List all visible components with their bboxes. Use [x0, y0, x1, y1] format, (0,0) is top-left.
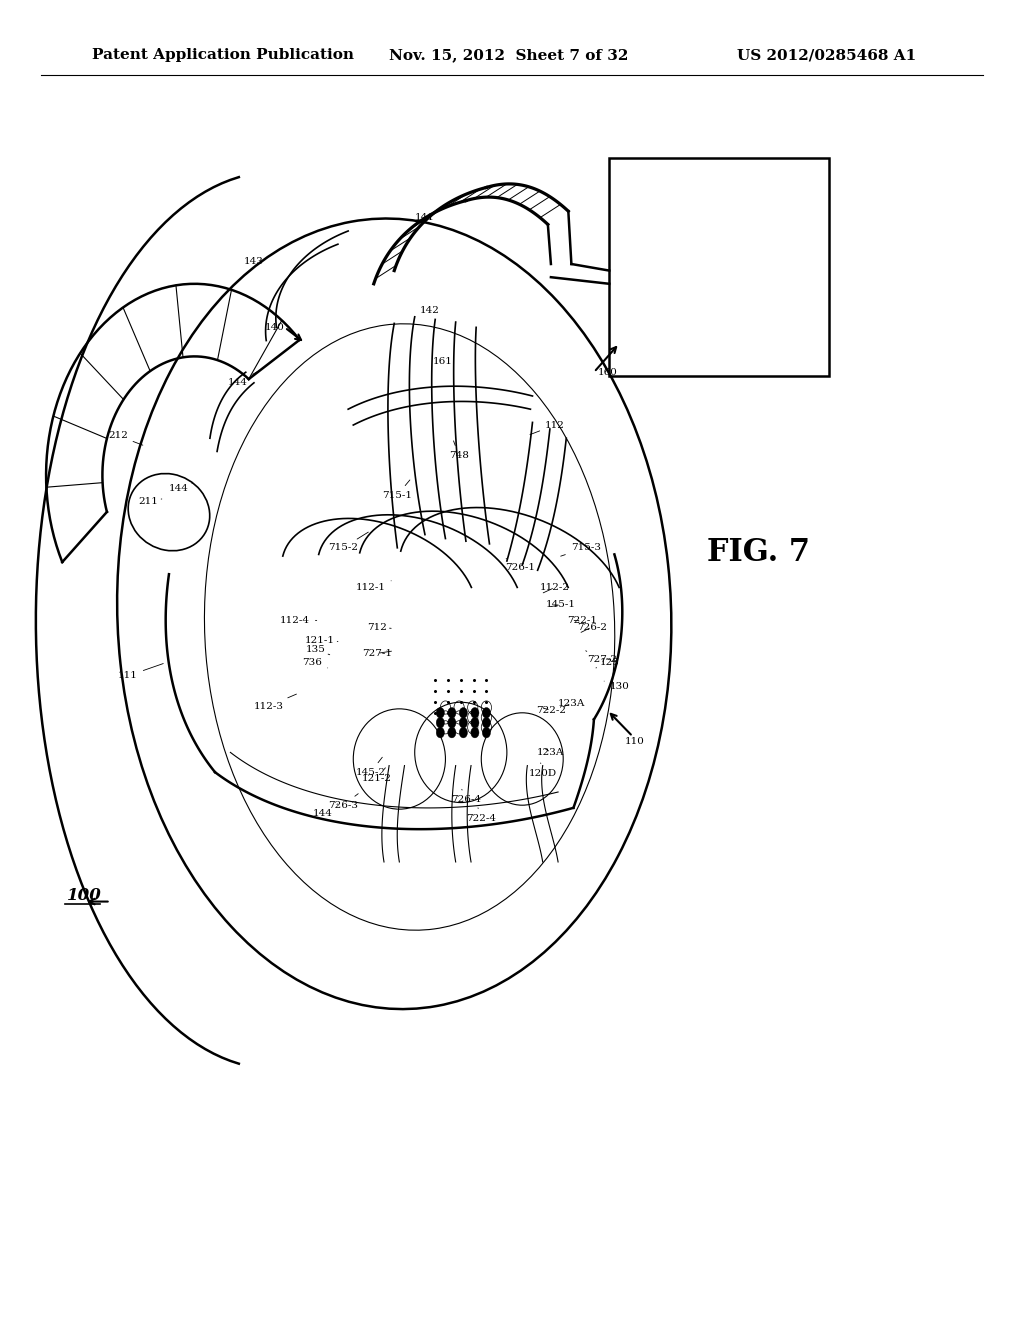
Circle shape [447, 708, 456, 718]
Text: 726-2: 726-2 [577, 623, 607, 632]
Text: 726-3: 726-3 [328, 793, 358, 809]
Text: 142: 142 [420, 306, 440, 314]
Text: 144: 144 [169, 483, 193, 492]
Text: 112: 112 [530, 421, 565, 434]
Text: 712: 712 [367, 623, 391, 631]
Text: 722-1: 722-1 [566, 616, 597, 624]
Text: 211: 211 [138, 498, 162, 506]
Text: 722-2: 722-2 [536, 706, 566, 714]
Text: 130: 130 [604, 681, 630, 690]
Circle shape [436, 727, 444, 738]
Text: 140: 140 [264, 323, 285, 331]
Text: 145-2: 145-2 [355, 758, 386, 776]
Text: Patent Application Publication: Patent Application Publication [92, 49, 354, 62]
Text: 112-1: 112-1 [355, 581, 391, 591]
Circle shape [447, 727, 456, 738]
Circle shape [436, 708, 444, 718]
Circle shape [447, 718, 456, 727]
Text: 111: 111 [118, 664, 163, 680]
Text: 112-3: 112-3 [253, 694, 297, 710]
Circle shape [459, 718, 468, 727]
Circle shape [471, 727, 479, 738]
Text: 143: 143 [244, 257, 264, 265]
Text: 123A: 123A [538, 748, 564, 756]
Circle shape [471, 708, 479, 718]
Text: 748: 748 [449, 441, 469, 459]
Text: 125: 125 [596, 659, 620, 668]
Text: 144: 144 [312, 804, 338, 817]
Text: 110: 110 [625, 738, 645, 746]
Text: 160: 160 [597, 368, 617, 376]
Text: 141: 141 [415, 214, 435, 222]
Text: 715-3: 715-3 [561, 544, 601, 556]
Text: 715-2: 715-2 [328, 532, 369, 552]
Text: 715-1: 715-1 [382, 480, 413, 499]
Text: 727-1: 727-1 [361, 649, 392, 657]
Text: 112-4: 112-4 [280, 616, 316, 624]
Text: 100: 100 [67, 887, 101, 904]
Text: 121-2: 121-2 [361, 768, 392, 783]
Text: 144: 144 [227, 371, 259, 387]
Circle shape [482, 718, 490, 727]
Text: 120D: 120D [528, 763, 557, 777]
Text: 123A: 123A [558, 700, 585, 708]
Text: 121-1: 121-1 [304, 636, 338, 644]
Text: 135: 135 [305, 645, 330, 655]
Circle shape [482, 727, 490, 738]
Text: Nov. 15, 2012  Sheet 7 of 32: Nov. 15, 2012 Sheet 7 of 32 [389, 49, 629, 62]
Text: 726-1: 726-1 [505, 558, 536, 572]
Circle shape [436, 718, 444, 727]
Text: 736: 736 [302, 659, 328, 668]
Circle shape [471, 718, 479, 727]
Circle shape [459, 727, 468, 738]
Text: 726-4: 726-4 [451, 789, 481, 804]
Text: 722-4: 722-4 [466, 808, 497, 822]
Circle shape [459, 708, 468, 718]
Text: FIG. 7: FIG. 7 [707, 537, 810, 568]
Text: 112-2: 112-2 [540, 583, 570, 593]
Circle shape [482, 708, 490, 718]
Text: 145-1: 145-1 [546, 601, 577, 609]
Text: 727-2: 727-2 [586, 651, 617, 664]
Text: 161: 161 [432, 358, 453, 366]
Text: US 2012/0285468 A1: US 2012/0285468 A1 [737, 49, 916, 62]
Text: 212: 212 [108, 432, 142, 445]
